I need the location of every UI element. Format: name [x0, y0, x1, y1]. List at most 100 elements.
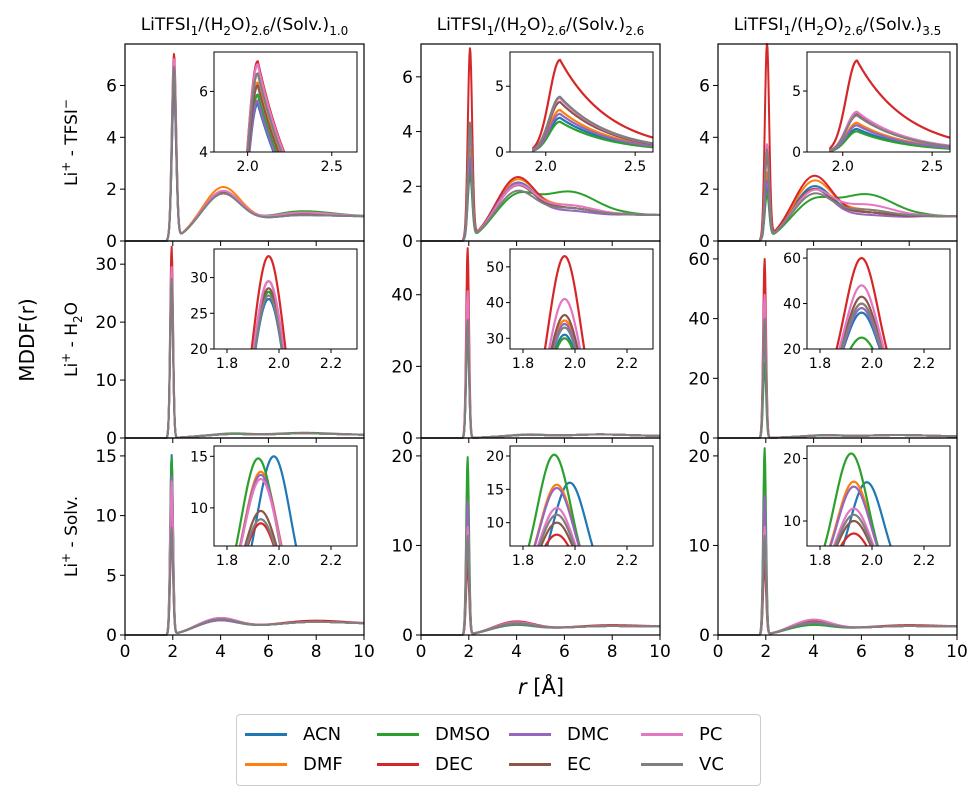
inset-frame	[806, 51, 951, 153]
inset-series-line-dec	[543, 255, 586, 349]
y-tick-label: 10	[688, 536, 710, 556]
series-line-dmso	[717, 362, 958, 439]
series-line-dmso	[717, 192, 958, 242]
legend-item-dmf: DMF	[245, 751, 343, 777]
panel-r2-c2: 0 10 20 0 2 4 6 8 10 10 20 1.8 2.0 2.2	[688, 437, 968, 662]
y-tick-label: 4	[699, 128, 710, 148]
legend-swatch	[377, 762, 419, 766]
y-tick-label: 20	[95, 313, 117, 333]
inset-y-tick-label: 5	[495, 79, 504, 95]
column-title: LiTFSI1/(H2O)2.6/(Solv.)3.5	[734, 15, 942, 38]
y-tick-label: 0	[699, 232, 710, 252]
y-tick-label: 40	[688, 310, 710, 330]
x-tick-label: 6	[856, 642, 867, 662]
inset-y-tick-label: 20	[486, 449, 504, 465]
legend-swatch	[641, 732, 683, 736]
inset-series-line-dmso	[234, 457, 282, 546]
legend-item-dec: DEC	[377, 751, 473, 777]
series-line-vc	[717, 534, 958, 636]
panel-r0-c2: 0 2 4 6 0 5 2.0 2.5	[699, 43, 958, 252]
inset-series-line-dec	[828, 59, 950, 152]
inset-y-tick-label: 15	[190, 449, 208, 465]
legend-label: ACN	[303, 723, 342, 745]
inset-y-tick-label: 30	[190, 271, 208, 287]
y-tick-label: 4	[402, 123, 413, 143]
inset-x-tick-label: 2.0	[861, 356, 883, 372]
inset-series-line-dmso	[527, 453, 581, 546]
y-tick-label: 5	[106, 566, 117, 586]
inset-y-tick-label: 50	[486, 260, 504, 276]
y-tick-label: 0	[402, 626, 413, 646]
inset-series-line-ec	[839, 295, 884, 349]
series-line-dec	[124, 531, 365, 636]
x-tick-label: 8	[311, 642, 322, 662]
legend-swatch	[377, 732, 419, 736]
inset-x-tick-label: 2.5	[321, 159, 343, 175]
inset-y-tick-label: 10	[486, 516, 504, 532]
inset-y-tick-label: 40	[783, 297, 801, 313]
legend-label: DEC	[435, 753, 473, 775]
legend-label: EC	[567, 753, 591, 775]
inset-panel: 20 25 30 1.8 2.0 2.2	[190, 248, 358, 372]
inset-series-line-dmso	[555, 337, 574, 349]
x-tick-label: 0	[120, 642, 131, 662]
inset-x-tick-label: 2.0	[832, 159, 854, 175]
y-tick-label: 6	[402, 68, 413, 88]
y-tick-label: 20	[688, 447, 710, 467]
y-tick-label: 60	[688, 250, 710, 270]
y-tick-label: 0	[699, 626, 710, 646]
inset-x-tick-label: 1.8	[216, 553, 238, 569]
x-tick-label: 8	[904, 642, 915, 662]
legend-item-acn: ACN	[245, 721, 341, 747]
legend-label: DMSO	[435, 723, 490, 745]
x-tick-label: 10	[353, 642, 375, 662]
inset-x-tick-label: 2.0	[268, 356, 290, 372]
inset-x-tick-label: 1.8	[809, 553, 831, 569]
inset-x-tick-label: 2.5	[921, 159, 943, 175]
inset-x-tick-label: 1.8	[512, 553, 534, 569]
inset-series-line-acn	[250, 455, 298, 546]
row-label: Li+ - Solv.	[59, 496, 82, 577]
column-title: LiTFSI1/(H2O)2.6/(Solv.)1.0	[141, 15, 349, 38]
inset-frame	[509, 51, 654, 153]
panel-r1-c1: 0 20 40 30 40 50 1.8 2.0 2.2	[391, 240, 661, 449]
panel-r2-c0: 0 5 10 15 0 2 4 6 8 10 10 15 1.8 2.0 2.2	[95, 437, 375, 662]
inset-series-line-acn	[554, 333, 575, 349]
inset-x-tick-label: 1.8	[512, 356, 534, 372]
inset-y-tick-label: 10	[190, 501, 208, 517]
y-tick-label: 10	[391, 536, 413, 556]
inset-x-tick-label: 2.2	[616, 356, 638, 372]
inset-x-tick-label: 2.0	[564, 553, 586, 569]
panel-r0-c1: 0 2 4 6 0 5 2.0 2.5	[402, 43, 661, 252]
inset-background	[214, 446, 357, 546]
inset-x-tick-label: 2.0	[535, 159, 557, 175]
x-tick-label: 2	[463, 642, 474, 662]
legend-label: DMF	[303, 753, 343, 775]
y-tick-label: 10	[95, 371, 117, 391]
x-tick-label: 4	[511, 642, 522, 662]
inset-y-tick-label: 10	[783, 514, 801, 530]
y-tick-label: 30	[95, 255, 117, 275]
legend-swatch	[245, 762, 287, 766]
inset-panel: 10 15 20 1.8 2.0 2.2	[486, 445, 654, 569]
inset-series-group	[234, 455, 298, 546]
x-tick-label: 6	[559, 642, 570, 662]
inset-frame	[213, 248, 358, 350]
y-tick-label: 6	[699, 76, 710, 96]
legend-swatch	[245, 732, 287, 736]
inset-series-line-dec	[835, 256, 888, 349]
legend-label: DMC	[567, 723, 609, 745]
series-line-dmf	[717, 171, 958, 242]
inset-x-tick-label: 2.2	[913, 553, 935, 569]
legend-item-ec: EC	[509, 751, 591, 777]
inset-x-tick-label: 2.5	[624, 159, 646, 175]
inset-x-tick-label: 2.2	[616, 553, 638, 569]
legend-item-vc: VC	[641, 751, 724, 777]
x-tick-label: 6	[263, 642, 274, 662]
y-tick-label: 0	[106, 626, 117, 646]
row-label: Li+ - TFSI−	[59, 99, 82, 186]
inset-frame	[806, 248, 951, 350]
inset-series-group	[531, 58, 653, 152]
legend-swatch	[509, 732, 551, 736]
inset-series-line-vc	[829, 114, 950, 152]
